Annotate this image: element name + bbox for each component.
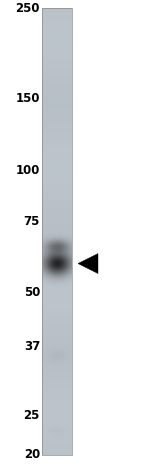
Text: 37: 37: [24, 340, 40, 352]
Polygon shape: [78, 254, 98, 273]
Text: 50: 50: [24, 286, 40, 300]
Text: 250: 250: [15, 1, 40, 15]
Text: 150: 150: [15, 92, 40, 105]
Text: 75: 75: [24, 214, 40, 227]
Text: 20: 20: [24, 448, 40, 461]
Bar: [42, 8, 72, 455]
Text: 25: 25: [24, 409, 40, 422]
Text: 100: 100: [16, 164, 40, 176]
